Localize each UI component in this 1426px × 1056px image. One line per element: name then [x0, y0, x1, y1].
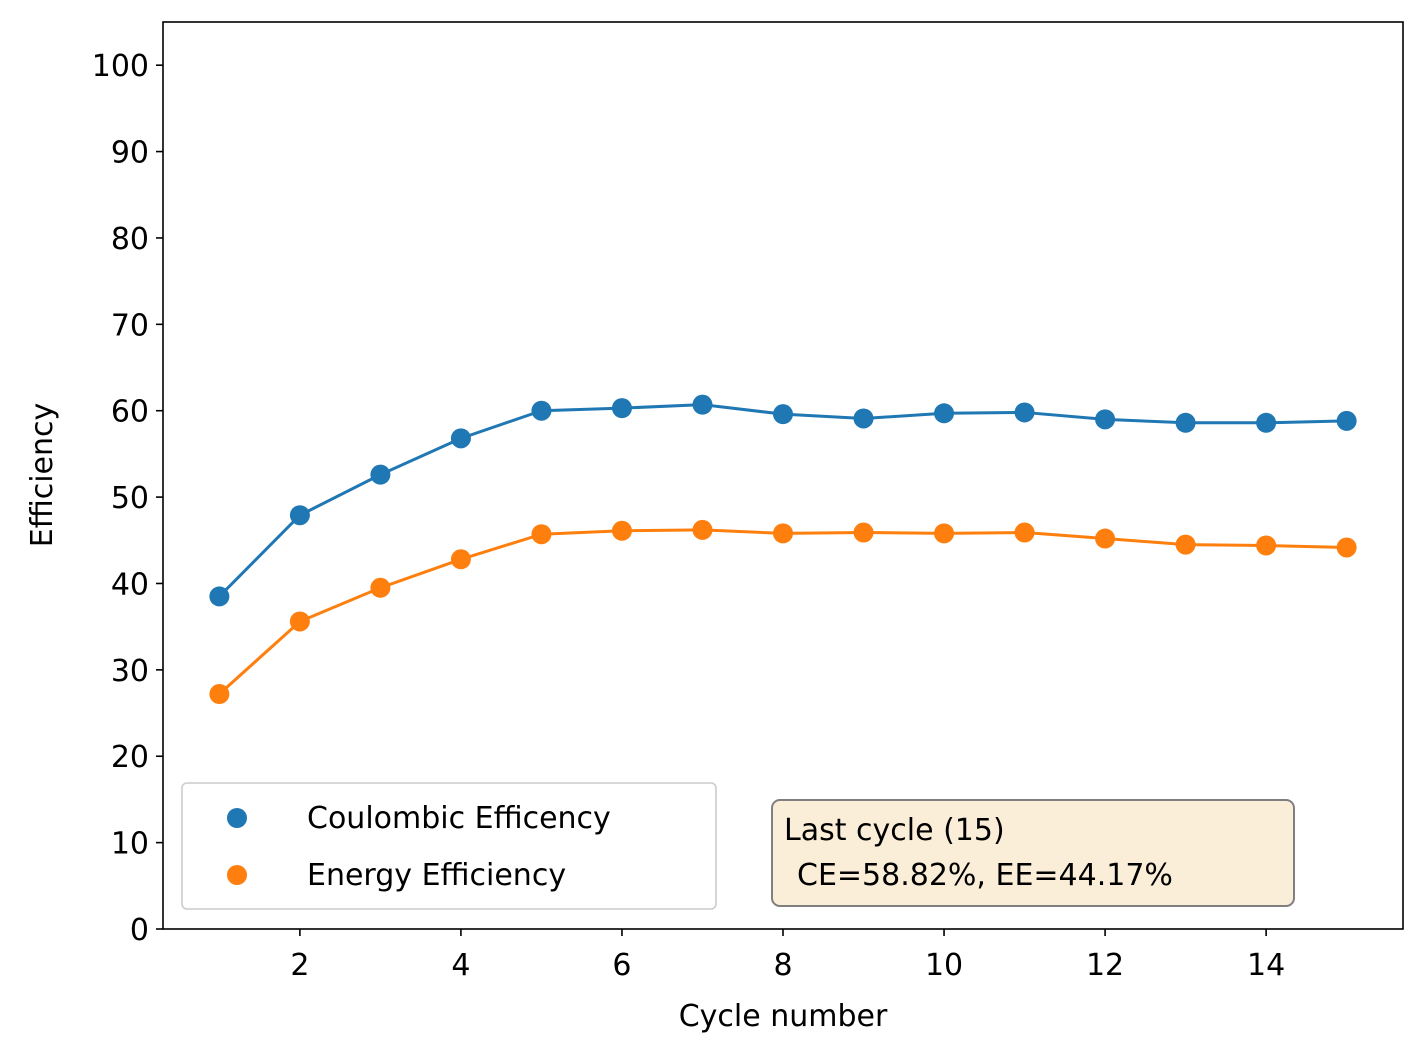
- y-tick-label: 20: [111, 740, 149, 775]
- data-point: [611, 398, 632, 419]
- data-point: [934, 403, 955, 424]
- data-point: [773, 404, 793, 425]
- annotation-box: [771, 799, 1295, 907]
- y-tick-label: 80: [111, 222, 149, 257]
- data-point: [692, 394, 713, 415]
- data-point: [1256, 412, 1277, 433]
- data-point: [370, 464, 391, 485]
- legend-label: Energy Efficiency: [307, 858, 566, 893]
- data-point: [1336, 537, 1357, 558]
- data-point: [1014, 522, 1035, 543]
- data-point: [853, 522, 874, 543]
- x-tick-label: 8: [773, 948, 792, 983]
- y-tick-label: 90: [111, 136, 149, 171]
- x-tick-label: 10: [925, 948, 963, 983]
- data-point: [692, 519, 713, 540]
- y-tick-label: 0: [130, 913, 149, 948]
- y-tick-label: 10: [111, 827, 149, 862]
- x-tick-label: 6: [612, 948, 631, 983]
- data-point: [289, 505, 310, 526]
- y-tick-label: 40: [111, 567, 149, 602]
- data-point: [209, 684, 230, 705]
- data-point: [1095, 409, 1116, 430]
- data-point: [1175, 412, 1196, 433]
- data-point: [773, 523, 793, 544]
- annotation-text: Last cycle (15): [784, 813, 1005, 848]
- y-tick-label: 50: [111, 481, 149, 516]
- data-point: [1336, 410, 1357, 431]
- data-point: [450, 428, 471, 449]
- data-point: [531, 400, 552, 421]
- y-tick-label: 100: [92, 49, 149, 84]
- x-tick-label: 2: [290, 948, 309, 983]
- data-point: [1014, 402, 1035, 423]
- y-tick-label: 70: [111, 308, 149, 343]
- data-point: [450, 549, 471, 570]
- data-point: [1256, 535, 1277, 556]
- y-tick-label: 30: [111, 654, 149, 689]
- y-tick-label: 60: [111, 395, 149, 430]
- data-point: [370, 577, 391, 598]
- x-axis-label: Cycle number: [679, 999, 888, 1034]
- legend-box: [181, 782, 717, 910]
- legend-marker: [227, 808, 247, 828]
- data-point: [289, 611, 310, 632]
- data-point: [209, 586, 230, 607]
- data-point: [531, 524, 552, 545]
- data-point: [1175, 534, 1196, 555]
- data-point: [934, 523, 955, 544]
- x-tick-label: 14: [1247, 948, 1285, 983]
- plot-frame: [162, 21, 1404, 930]
- x-tick-label: 4: [451, 948, 470, 983]
- legend-marker: [227, 865, 247, 885]
- data-point: [1095, 528, 1116, 549]
- y-axis-label: Efficiency: [25, 403, 60, 548]
- data-point: [853, 408, 874, 429]
- legend-label: Coulombic Efficency: [307, 801, 611, 836]
- annotation-text: CE=58.82%, EE=44.17%: [797, 858, 1173, 893]
- x-tick-label: 12: [1086, 948, 1124, 983]
- data-point: [611, 520, 632, 541]
